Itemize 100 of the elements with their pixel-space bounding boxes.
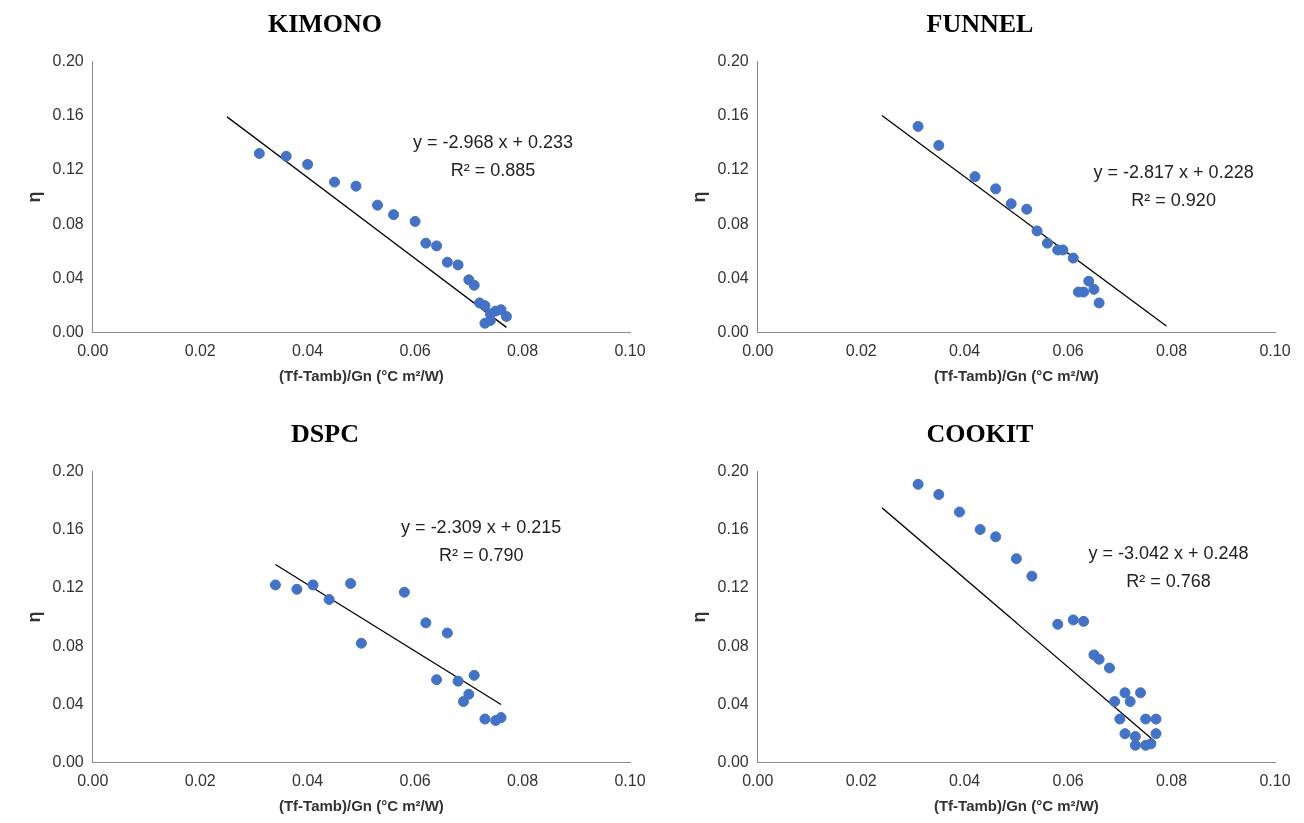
y-tick-label: 0.00: [717, 753, 749, 771]
x-tick-label: 0.06: [1052, 771, 1084, 789]
annotation: y = -2.968 x + 0.233: [412, 131, 574, 152]
point: [280, 150, 292, 162]
point: [355, 637, 367, 649]
x-tick-label: 0.10: [614, 771, 646, 789]
point: [1093, 297, 1105, 309]
point: [495, 712, 507, 724]
point: [990, 183, 1002, 195]
point: [345, 577, 357, 589]
y-tick-label: 0.08: [52, 214, 84, 232]
y-axis-title: η: [23, 191, 44, 203]
point: [969, 171, 981, 183]
y-axis-title: η: [688, 191, 709, 203]
x-tick-label: 0.10: [1259, 771, 1291, 789]
point: [1109, 696, 1121, 708]
point: [933, 489, 945, 501]
x-tick-label: 0.04: [949, 341, 981, 359]
point: [974, 524, 986, 536]
point: [398, 586, 410, 598]
y-tick-label: 0.20: [52, 461, 84, 479]
point: [1021, 203, 1033, 215]
y-tick-label: 0.00: [52, 753, 84, 771]
x-tick-label: 0.08: [506, 771, 539, 789]
point: [468, 669, 480, 681]
annotation: y = -2.817 x + 0.228: [1093, 161, 1254, 182]
point: [269, 579, 281, 591]
x-tick-label: 0.02: [184, 341, 216, 359]
point: [302, 158, 314, 170]
point: [307, 579, 319, 591]
point: [253, 148, 265, 160]
annotation: R² = 0.920: [1131, 189, 1216, 210]
point: [420, 617, 432, 629]
y-tick-label: 0.16: [717, 105, 749, 123]
point: [912, 120, 924, 132]
y-tick-label: 0.20: [717, 51, 749, 69]
x-tick-label: 0.06: [1052, 341, 1084, 359]
y-axis-title: η: [23, 611, 44, 623]
point: [420, 237, 432, 249]
x-axis-title: (Tf-Tamb)/Gn (°C m²/W): [933, 367, 1099, 385]
y-tick-label: 0.04: [52, 694, 84, 712]
chart-title: FUNNEL: [926, 9, 1034, 39]
point: [409, 215, 421, 227]
x-tick-label: 0.02: [845, 771, 877, 789]
x-tick-label: 0.06: [399, 771, 431, 789]
x-tick-label: 0.10: [1259, 341, 1291, 359]
x-tick-label: 0.02: [845, 341, 877, 359]
point: [1005, 198, 1017, 210]
point: [1078, 615, 1090, 627]
y-tick-label: 0.00: [717, 323, 749, 341]
point: [323, 594, 335, 605]
point: [1010, 553, 1022, 565]
x-tick-label: 0.06: [399, 341, 431, 359]
y-tick-label: 0.20: [717, 461, 749, 479]
x-tick-label: 0.00: [742, 771, 774, 789]
point: [1140, 713, 1152, 725]
point: [479, 300, 491, 312]
y-tick-label: 0.08: [52, 636, 84, 654]
point: [441, 256, 453, 268]
annotation: R² = 0.768: [1126, 571, 1211, 592]
x-tick-label: 0.04: [292, 341, 324, 359]
point: [388, 209, 400, 221]
point: [431, 240, 443, 252]
point: [1119, 687, 1131, 699]
y-tick-label: 0.08: [717, 636, 749, 654]
point: [1119, 728, 1131, 740]
point: [1031, 225, 1043, 237]
y-tick-label: 0.04: [717, 268, 749, 286]
x-tick-label: 0.04: [949, 771, 981, 789]
point: [1067, 252, 1079, 264]
x-tick-label: 0.10: [614, 341, 646, 359]
y-tick-label: 0.16: [717, 519, 749, 537]
point: [1129, 739, 1141, 751]
x-tick-label: 0.08: [1155, 771, 1188, 789]
point: [1041, 237, 1053, 249]
point: [500, 311, 512, 322]
x-axis-title: (Tf-Tamb)/Gn (°C m²/W): [278, 367, 444, 385]
annotation: y = -2.309 x + 0.215: [401, 517, 562, 538]
point: [479, 713, 491, 725]
point: [1150, 728, 1162, 740]
point: [1135, 687, 1147, 699]
x-tick-label: 0.00: [77, 771, 109, 789]
point: [350, 180, 362, 192]
y-tick-label: 0.16: [52, 105, 84, 123]
y-tick-label: 0.08: [717, 214, 749, 232]
annotation: y = -3.042 x + 0.248: [1088, 543, 1249, 564]
x-tick-label: 0.00: [77, 341, 109, 359]
point: [953, 506, 965, 518]
x-axis-title: (Tf-Tamb)/Gn (°C m²/W): [933, 797, 1099, 815]
y-tick-label: 0.12: [52, 578, 84, 596]
y-tick-label: 0.04: [717, 694, 749, 712]
point: [933, 139, 945, 151]
x-axis-title: (Tf-Tamb)/Gn (°C m²/W): [278, 797, 444, 815]
point: [1083, 275, 1095, 287]
point: [990, 531, 1002, 543]
y-tick-label: 0.12: [52, 160, 84, 178]
annotation: R² = 0.790: [438, 545, 524, 566]
y-tick-label: 0.12: [717, 160, 749, 178]
point: [912, 478, 924, 490]
annotation: R² = 0.885: [450, 159, 536, 180]
